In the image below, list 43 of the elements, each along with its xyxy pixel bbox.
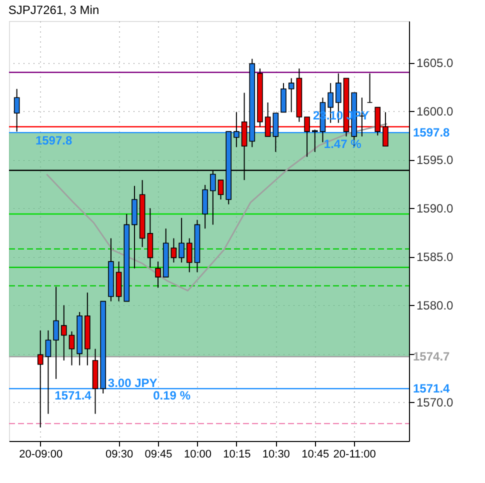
candlestick bbox=[68, 330, 75, 366]
ref-line-label: 1571.4 bbox=[413, 382, 450, 396]
x-tick-label: 20-09:00 bbox=[19, 448, 63, 460]
candlestick bbox=[53, 286, 59, 380]
candlestick bbox=[312, 129, 318, 152]
candlestick bbox=[366, 72, 373, 103]
y-tick-label: 1600.0 bbox=[416, 104, 454, 119]
chart-title: SJPJ7261, 3 Min bbox=[8, 3, 100, 17]
candlestick bbox=[382, 112, 388, 147]
x-tick-label: 09:30 bbox=[106, 448, 134, 460]
x-tick-label: 10:15 bbox=[223, 448, 251, 460]
candlestick bbox=[155, 261, 161, 288]
ref-line-label: 1574.7 bbox=[413, 350, 450, 364]
candlestick bbox=[218, 180, 224, 200]
x-tick-label: 10:45 bbox=[302, 448, 330, 460]
annotation: 1571.4 bbox=[54, 388, 92, 403]
candlestick bbox=[186, 238, 192, 273]
y-tick-label: 1605.0 bbox=[416, 56, 454, 70]
candlestick bbox=[264, 102, 271, 137]
y-tick-label: 1585.0 bbox=[416, 250, 454, 264]
candlestick bbox=[272, 112, 279, 152]
y-tick-label: 1590.0 bbox=[416, 202, 454, 216]
candlestick bbox=[170, 238, 177, 264]
x-tick-label: 10:00 bbox=[184, 448, 212, 460]
annotation: 0.19 % bbox=[153, 388, 191, 403]
candlestick bbox=[178, 217, 184, 264]
ref-line-label: 1597.8 bbox=[413, 126, 450, 140]
x-tick-label: 20-11:00 bbox=[333, 448, 376, 460]
candlestick bbox=[288, 78, 294, 113]
candlestick bbox=[14, 88, 20, 132]
candlestick bbox=[234, 112, 240, 148]
candlestick bbox=[45, 330, 52, 414]
y-tick-label: 1570.0 bbox=[416, 396, 454, 410]
x-tick-label: 10:30 bbox=[262, 448, 290, 460]
x-tick-label: 09:45 bbox=[144, 448, 172, 460]
candlestick bbox=[304, 116, 310, 158]
annotation: 1597.8 bbox=[35, 133, 72, 148]
y-tick-label: 1580.0 bbox=[416, 298, 454, 313]
candlestick bbox=[37, 330, 44, 428]
candlestick bbox=[61, 304, 67, 361]
annotation: 3.00 JPY bbox=[108, 376, 158, 390]
candlestick bbox=[280, 82, 286, 113]
y-tick-label: 1595.0 bbox=[416, 153, 454, 168]
